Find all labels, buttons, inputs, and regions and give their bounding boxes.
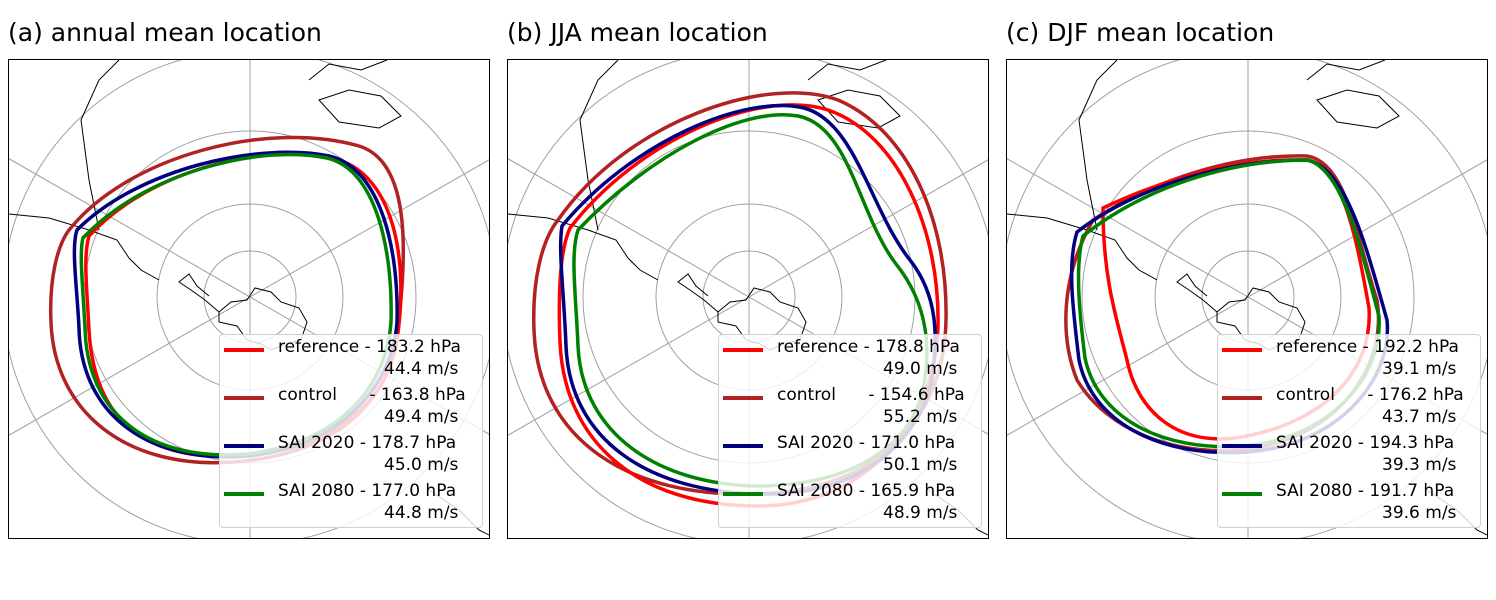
coastlines bbox=[508, 60, 988, 536]
legend-value: 44.4 m/s bbox=[384, 359, 459, 379]
legend-item-reference: reference - 192.2 hPa 39.1 m/s bbox=[1218, 335, 1480, 381]
legend-swatch bbox=[224, 444, 264, 448]
legend-label: SAI 2020 - 178.7 hPa bbox=[278, 433, 457, 453]
legend-item-sai2080: SAI 2080 - 177.0 hPa 44.8 m/s bbox=[220, 479, 482, 525]
legend-swatch bbox=[1222, 348, 1262, 352]
polar-map: reference - 178.8 hPa 49.0 m/s control -… bbox=[507, 59, 989, 539]
legend: reference - 183.2 hPa 44.4 m/s control -… bbox=[219, 334, 483, 528]
legend-label: SAI 2020 - 194.3 hPa bbox=[1276, 433, 1455, 453]
legend-swatch bbox=[723, 348, 763, 352]
legend-label: control - 154.6 hPa bbox=[777, 385, 965, 405]
legend: reference - 192.2 hPa 39.1 m/s control -… bbox=[1217, 334, 1481, 528]
legend-value: 39.1 m/s bbox=[1382, 359, 1457, 379]
panel-title: (b) JJA mean location bbox=[507, 18, 768, 47]
legend-value: 49.4 m/s bbox=[384, 407, 459, 427]
legend-item-sai2080: SAI 2080 - 191.7 hPa 39.6 m/s bbox=[1218, 479, 1480, 525]
legend-item-sai2020: SAI 2020 - 178.7 hPa 45.0 m/s bbox=[220, 431, 482, 477]
panel-title: (c) DJF mean location bbox=[1006, 18, 1275, 47]
legend-label: SAI 2080 - 191.7 hPa bbox=[1276, 481, 1455, 501]
legend-label: SAI 2080 - 165.9 hPa bbox=[777, 481, 956, 501]
legend-item-sai2020: SAI 2020 - 171.0 hPa 50.1 m/s bbox=[719, 431, 981, 477]
panel-djf: (c) DJF mean location bbox=[1006, 0, 1490, 560]
legend-value: 45.0 m/s bbox=[384, 455, 459, 475]
legend-label: reference - 178.8 hPa bbox=[777, 337, 960, 357]
legend-swatch bbox=[224, 492, 264, 496]
legend-swatch bbox=[723, 492, 763, 496]
panel-title: (a) annual mean location bbox=[8, 18, 322, 47]
legend-swatch bbox=[1222, 396, 1262, 400]
legend-value: 43.7 m/s bbox=[1382, 407, 1457, 427]
legend-value: 39.3 m/s bbox=[1382, 455, 1457, 475]
legend-item-control: control - 176.2 hPa 43.7 m/s bbox=[1218, 383, 1480, 429]
legend: reference - 178.8 hPa 49.0 m/s control -… bbox=[718, 334, 982, 528]
polar-map: reference - 192.2 hPa 39.1 m/s control -… bbox=[1006, 59, 1488, 539]
legend-swatch bbox=[1222, 444, 1262, 448]
panel-jja: (b) JJA mean location bbox=[507, 0, 991, 560]
legend-item-sai2020: SAI 2020 - 194.3 hPa 39.3 m/s bbox=[1218, 431, 1480, 477]
legend-item-control: control - 163.8 hPa 49.4 m/s bbox=[220, 383, 482, 429]
legend-value: 39.6 m/s bbox=[1382, 503, 1457, 523]
legend-swatch bbox=[224, 348, 264, 352]
legend-label: SAI 2080 - 177.0 hPa bbox=[278, 481, 457, 501]
legend-value: 55.2 m/s bbox=[883, 407, 958, 427]
legend-swatch bbox=[1222, 492, 1262, 496]
legend-label: control - 176.2 hPa bbox=[1276, 385, 1464, 405]
legend-swatch bbox=[723, 396, 763, 400]
legend-value: 48.9 m/s bbox=[883, 503, 958, 523]
legend-swatch bbox=[224, 396, 264, 400]
legend-item-control: control - 154.6 hPa 55.2 m/s bbox=[719, 383, 981, 429]
legend-item-reference: reference - 183.2 hPa 44.4 m/s bbox=[220, 335, 482, 381]
legend-value: 44.8 m/s bbox=[384, 503, 459, 523]
legend-item-reference: reference - 178.8 hPa 49.0 m/s bbox=[719, 335, 981, 381]
panel-annual: (a) annual mean location bbox=[8, 0, 492, 560]
legend-label: SAI 2020 - 171.0 hPa bbox=[777, 433, 956, 453]
legend-label: reference - 183.2 hPa bbox=[278, 337, 461, 357]
legend-item-sai2080: SAI 2080 - 165.9 hPa 48.9 m/s bbox=[719, 479, 981, 525]
legend-value: 50.1 m/s bbox=[883, 455, 958, 475]
legend-label: reference - 192.2 hPa bbox=[1276, 337, 1459, 357]
legend-swatch bbox=[723, 444, 763, 448]
legend-value: 49.0 m/s bbox=[883, 359, 958, 379]
legend-label: control - 163.8 hPa bbox=[278, 385, 466, 405]
polar-map: reference - 183.2 hPa 44.4 m/s control -… bbox=[8, 59, 490, 539]
